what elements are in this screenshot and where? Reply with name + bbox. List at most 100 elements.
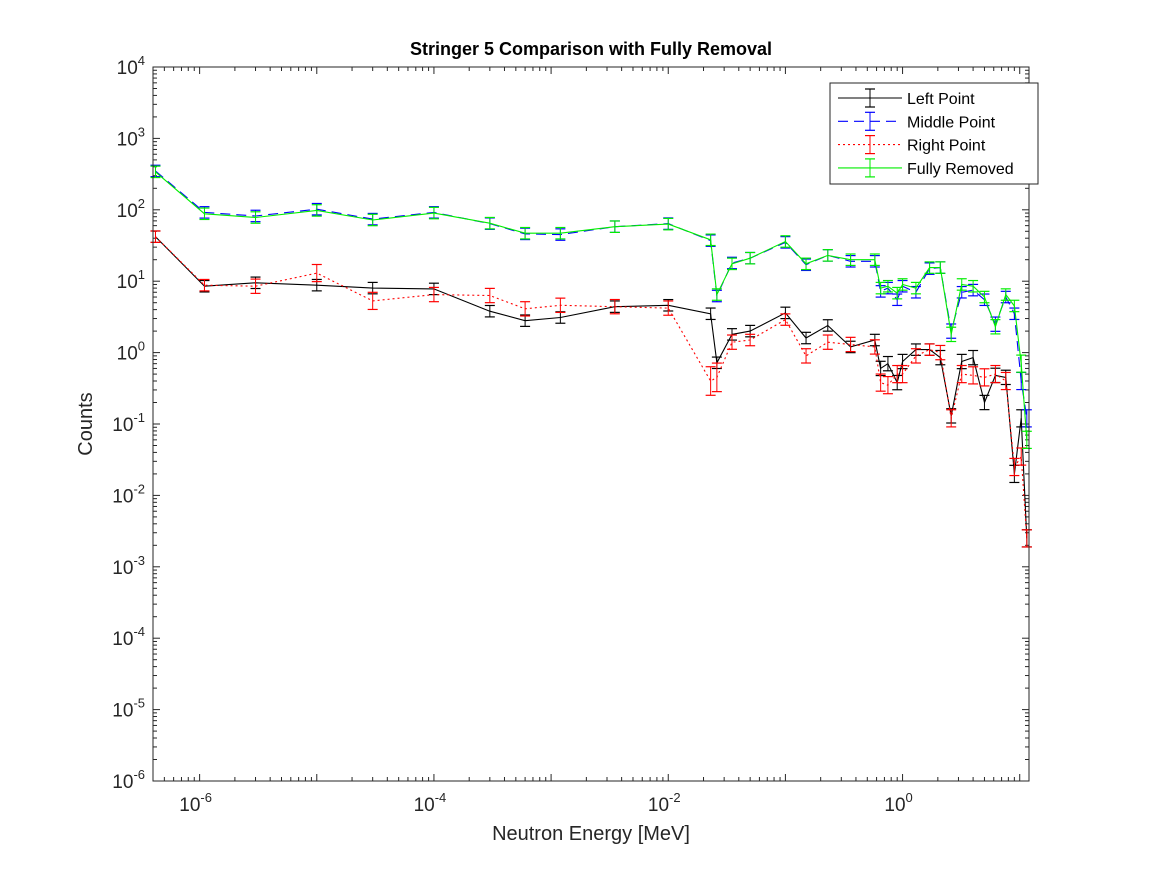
error-bar-right-point [250,278,261,294]
error-bar-right-point [1000,371,1011,391]
error-bar-right-point [897,364,908,384]
x-tick-label: 10-6 [179,790,212,816]
error-bar-left-point [882,355,893,372]
y-tick-label: 101 [117,267,145,293]
error-bar-fully-removed [875,281,886,295]
plot-frame [152,66,1030,782]
error-bar-fully-removed [956,278,967,291]
error-bar-fully-removed [250,211,261,224]
error-bar-right-point [910,348,921,364]
error-bar-right-point [520,301,531,317]
y-tick-label: 10-2 [112,481,145,507]
legend: Left Point Middle Point Right Point Fully R… [829,82,1039,185]
y-tick-label: 103 [117,124,145,150]
error-bar-middle-point [1021,409,1032,428]
error-bar-fully-removed [726,257,737,271]
legend-label: Left Point [907,91,975,108]
error-bar-right-point [780,313,791,326]
legend-item-left-point: Left Point [838,88,975,108]
error-bar-fully-removed [609,220,620,234]
y-tick-label: 102 [117,196,145,222]
error-bar-right-point [1009,457,1020,477]
error-bar-fully-removed [711,288,722,301]
error-bar-fully-removed [897,278,908,291]
error-bar-fully-removed [199,207,210,221]
error-bar-fully-removed [892,286,903,300]
error-bar-right-point [663,300,674,316]
error-bar-fully-removed [924,261,935,274]
error-bar-fully-removed [705,233,716,247]
error-bar-fully-removed [780,235,791,248]
error-bar-right-point [199,278,210,292]
y-tick-label: 100 [117,339,145,365]
legend-label: Middle Point [907,114,996,131]
error-bar-right-point [150,230,161,244]
error-bar-fully-removed [869,253,880,267]
series-line-right-point [155,236,1028,539]
error-bar-fully-removed [745,251,756,265]
error-bar-fully-removed [990,319,1001,335]
error-bar-right-point [845,336,856,353]
error-bar-fully-removed [845,253,856,267]
x-tick-label: 100 [884,790,912,816]
error-bar-fully-removed [935,261,946,274]
y-tick-label: 10-3 [112,553,145,579]
error-bar-right-point [935,344,946,361]
axis-ticks: 10-6 10-5 10-4 10-3 10-2 10-1 100 101 102 103 104 1… [112,53,1029,816]
error-bar-fully-removed [663,217,674,231]
error-bar-fully-removed [946,326,957,343]
error-bar-right-point [946,409,957,428]
error-bar-right-point [882,375,893,395]
error-bar-left-point [979,394,990,411]
error-bar-right-point [968,366,979,385]
error-bar-right-point [956,364,967,384]
x-axis-label: Neutron Energy [MeV] [492,823,690,845]
y-tick-label: 10-6 [112,767,145,793]
error-bar-right-point [484,287,495,304]
error-bar-right-point [726,334,737,350]
error-bar-right-point [979,368,990,387]
y-tick-label: 10-5 [112,696,145,722]
error-bar-fully-removed [1021,430,1032,450]
legend-item-fully-removed: Fully Removed [838,158,1014,178]
error-bar-right-point [609,298,620,315]
error-bar-left-point [484,304,495,318]
error-bar-right-point [705,366,716,396]
error-bar-fully-removed [311,204,322,217]
error-bar-left-point [822,319,833,332]
series-line-fully-removed [155,171,1028,440]
error-bar-right-point [311,263,322,283]
error-bar-left-point [801,331,812,345]
error-bar-fully-removed [882,279,893,293]
error-bar-right-point [822,334,833,350]
error-bar-right-point [428,286,439,303]
error-bar-fully-removed [428,206,439,220]
legend-label: Right Point [907,138,986,155]
error-bar-fully-removed [910,281,921,295]
error-bar-fully-removed [822,249,833,262]
error-bar-right-point [875,373,886,392]
error-bar-right-point [801,348,812,364]
error-bar-left-point [968,349,979,366]
error-bar-fully-removed [1000,288,1011,301]
legend-item-right-point: Right Point [838,135,986,155]
error-bar-fully-removed [801,257,812,271]
series-layer [150,164,1032,548]
error-bar-right-point [711,362,722,393]
error-bar-right-point [869,339,880,355]
error-bar-left-point [705,307,716,321]
error-bar-fully-removed [520,226,531,240]
error-bar-fully-removed [555,226,566,240]
error-bar-right-point [745,333,756,347]
y-tick-label: 10-1 [112,410,145,436]
x-tick-label: 10-2 [648,790,681,816]
chart-title: Stringer 5 Comparison with Fully Removal [410,39,772,59]
error-bar-right-point [990,364,1001,384]
error-bar-fully-removed [367,213,378,227]
error-bar-fully-removed [1009,299,1020,313]
error-bar-fully-removed [484,216,495,230]
error-bar-right-point [555,297,566,314]
error-bar-right-point [367,291,378,311]
error-bar-right-point [924,343,935,356]
